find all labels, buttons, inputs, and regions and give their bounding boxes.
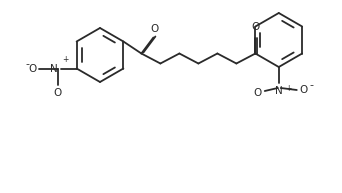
Text: O: O xyxy=(53,89,62,98)
Text: -: - xyxy=(310,80,314,90)
Text: N: N xyxy=(275,86,282,96)
Text: O: O xyxy=(300,85,308,95)
Text: -: - xyxy=(26,59,30,69)
Text: O: O xyxy=(150,24,158,34)
Text: +: + xyxy=(285,84,291,93)
Text: N: N xyxy=(50,63,57,74)
Text: +: + xyxy=(63,56,69,64)
Text: O: O xyxy=(253,88,262,98)
Text: O: O xyxy=(251,23,260,32)
Text: O: O xyxy=(28,63,37,74)
